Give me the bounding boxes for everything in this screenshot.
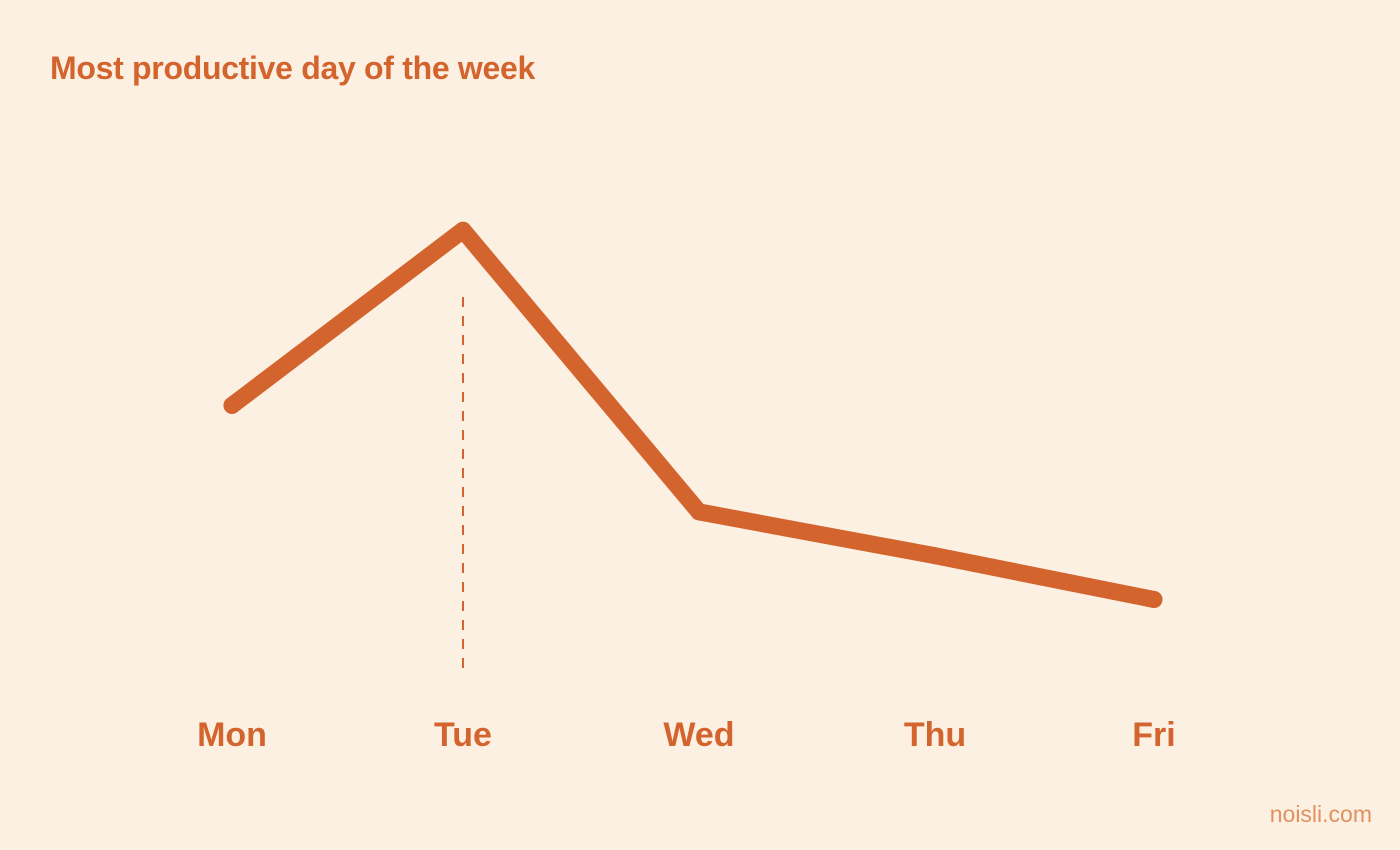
chart-title: Most productive day of the week (50, 50, 536, 86)
series-line (223, 221, 1163, 608)
brand-watermark: noisli.com (1269, 801, 1372, 827)
data-point-tue (454, 221, 472, 239)
data-point-mon (223, 396, 241, 414)
x-tick-label-tue: Tue (434, 716, 492, 754)
data-point-wed (690, 503, 708, 521)
x-tick-label-mon: Mon (197, 716, 267, 754)
data-point-fri (1145, 591, 1163, 608)
x-tick-label-wed: Wed (663, 716, 734, 754)
data-point-thu (926, 547, 944, 565)
x-tick-label-thu: Thu (904, 716, 966, 754)
x-tick-label-fri: Fri (1132, 716, 1175, 754)
